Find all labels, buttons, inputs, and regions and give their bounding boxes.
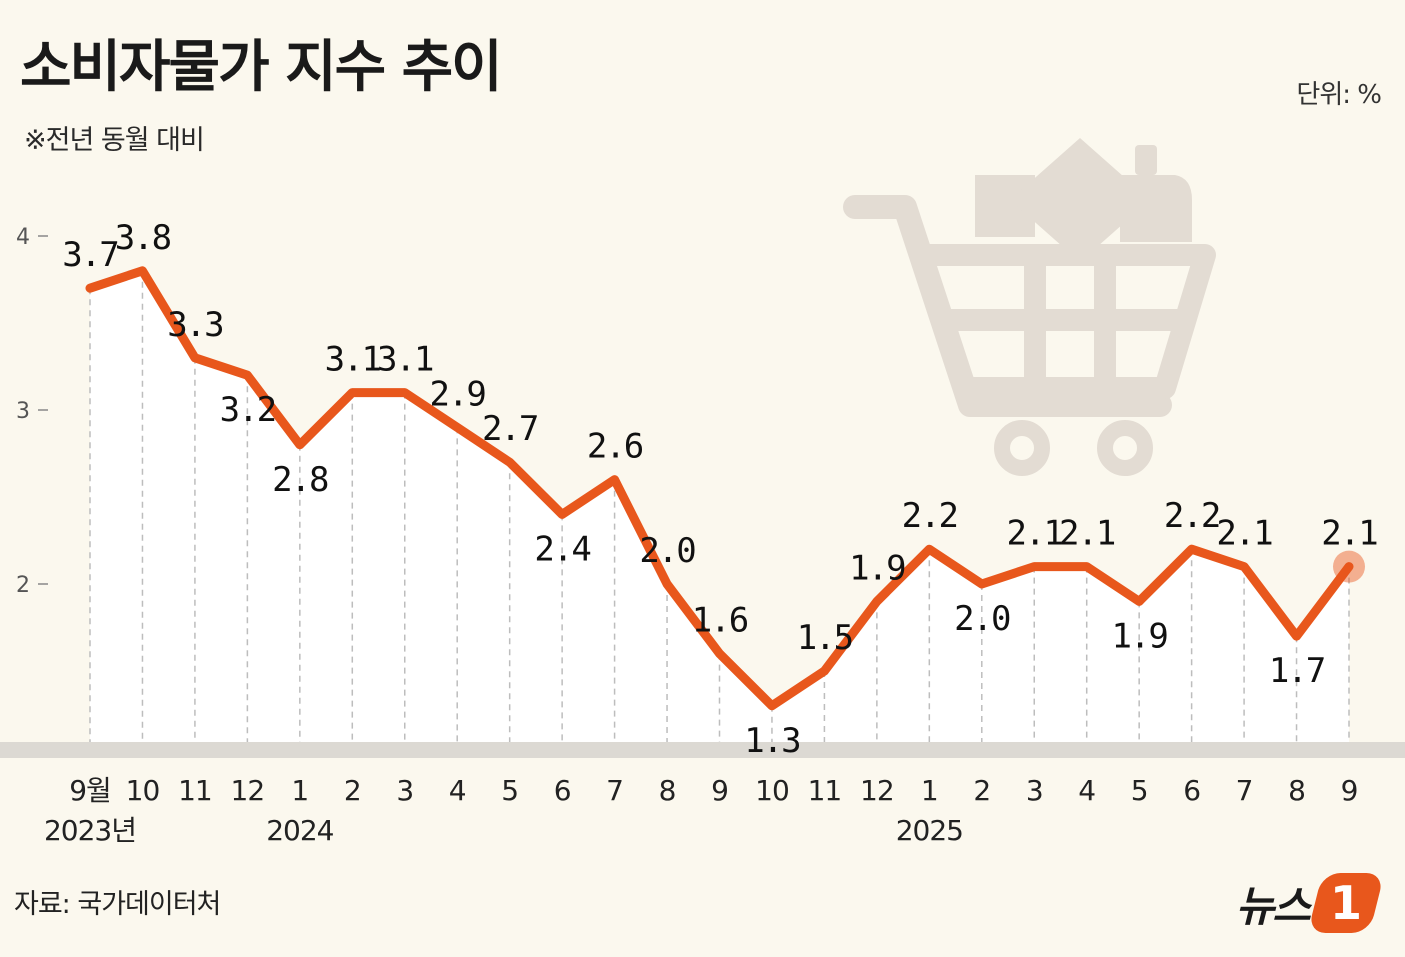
data-label: 2.2 [1164,496,1219,536]
x-tick-label: 6 [1183,774,1200,807]
y-tick-label: 3 [16,399,30,424]
y-axis: 2 3 4 [16,225,48,598]
year-labels: 2023년 2024 2025 [44,814,964,847]
data-label: 1.9 [849,548,905,588]
x-tick-label: 10 [126,774,160,807]
chart-title: 소비자물가 지수 추이 [20,35,503,100]
data-label: 2.0 [954,599,1010,639]
data-label: 2.1 [1321,514,1377,554]
y-tick-label: 4 [16,225,30,250]
data-label: 1.7 [1269,651,1324,691]
data-label: 2.4 [534,529,590,569]
data-label: 1.9 [1111,616,1167,656]
year-label: 2025 [896,814,963,847]
data-label: 2.8 [272,460,328,500]
data-label: 1.5 [797,618,852,658]
year-label: 2024 [266,814,333,847]
x-tick-label: 4 [449,774,466,807]
data-label: 3.8 [115,218,171,258]
x-tick-label: 9 [711,774,728,807]
data-label: 2.1 [1007,514,1063,554]
shopping-cart-icon [843,138,1216,476]
data-label: 2.1 [1059,514,1115,554]
data-label: 2.0 [639,531,695,571]
brand-text: 뉴스 [1235,881,1311,931]
dashed-guide-lines [89,270,1350,742]
series-line [85,266,1354,711]
data-label: 2.6 [587,427,643,467]
data-label: 3.3 [167,305,222,345]
x-tick-label: 9월 [69,774,111,807]
chart-subtitle: ※전년 동월 대비 [24,125,205,156]
x-tick-label: 2 [344,774,361,807]
x-tick-label: 12 [860,774,894,807]
data-label: 2.9 [429,374,485,414]
x-tick-label: 1 [921,774,938,807]
x-tick-label: 4 [1078,774,1095,807]
x-tick-label: 5 [501,774,518,807]
data-label: 2.1 [1216,514,1272,554]
year-label: 2023년 [44,814,136,847]
brand-badge: 1 [1307,873,1385,933]
data-label: 3.1 [325,340,381,380]
x-tick-label: 3 [396,774,413,807]
x-tick-label: 10 [755,774,789,807]
data-labels: 3.73.83.33.22.83.13.12.92.72.42.62.01.61… [62,218,1379,761]
x-tick-label: 11 [808,774,842,807]
data-label: 1.3 [744,721,799,761]
brand-logo: 뉴스 1 [1235,870,1385,936]
source-label: 자료: 국가데이터처 [14,889,221,920]
x-tick-label: 11 [178,774,212,807]
last-point-highlight [1333,550,1365,583]
x-tick-label: 1 [291,774,308,807]
x-tick-label: 7 [606,774,623,807]
data-label: 3.1 [377,340,433,380]
x-tick-label: 8 [1288,774,1305,807]
baseline-bar [0,742,1405,758]
data-label: 2.7 [482,409,537,449]
x-tick-label: 12 [231,774,265,807]
x-tick-label: 7 [1236,774,1253,807]
data-label: 2.2 [902,496,957,536]
data-label: 1.6 [692,601,748,641]
data-label: 3.7 [62,235,117,275]
x-tick-label: 5 [1131,774,1148,807]
y-tick-label: 2 [16,573,30,598]
x-tick-label: 3 [1026,774,1043,807]
unit-label: 단위: % [1296,80,1382,110]
x-tick-label: 2 [973,774,990,807]
x-tick-label: 8 [659,774,676,807]
data-label: 3.2 [220,390,275,430]
x-tick-label: 6 [554,774,571,807]
brand-badge-number: 1 [1329,876,1362,930]
x-tick-label: 9 [1341,774,1358,807]
x-axis-labels: 9월 10 11 12 1 2 3 4 5 6 7 8 9 10 11 12 1 2 3 4 5 6 7 8 9 [69,774,1358,807]
